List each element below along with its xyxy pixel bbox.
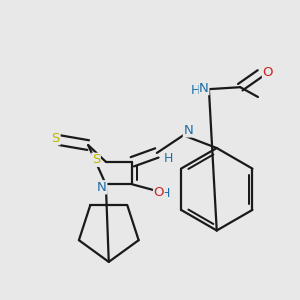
Text: H: H [190,84,200,97]
Text: S: S [52,132,60,145]
Text: N: N [199,82,209,95]
Text: H: H [164,152,173,165]
Text: S: S [92,153,100,166]
Text: H: H [161,187,170,200]
Text: O: O [262,66,273,79]
Text: O: O [154,186,164,199]
Text: N: N [97,181,107,194]
Text: N: N [183,124,193,137]
